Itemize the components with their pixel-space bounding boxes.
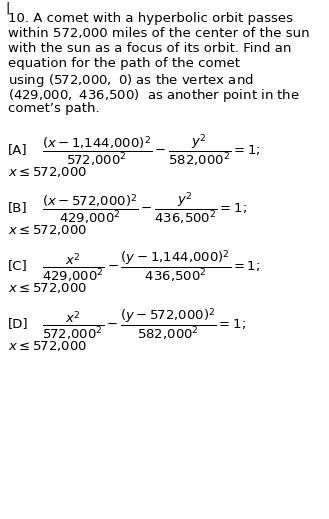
Text: $x \leq 572{,}000$: $x \leq 572{,}000$ [8,165,87,179]
Text: $\dfrac{(x-572{,}000)^2}{429{,}000^2} - \dfrac{y^2}{436{,}500^2} = 1$;: $\dfrac{(x-572{,}000)^2}{429{,}000^2} - … [42,190,247,226]
Text: $x \leq 572{,}000$: $x \leq 572{,}000$ [8,223,87,237]
Text: 10. A comet with a hyperbolic orbit passes: 10. A comet with a hyperbolic orbit pass… [8,12,293,25]
Text: [C]: [C] [8,260,28,272]
Text: comet’s path.: comet’s path. [8,102,100,115]
Text: [D]: [D] [8,318,29,331]
Text: equation for the path of the comet: equation for the path of the comet [8,57,240,70]
Text: $\dfrac{x^2}{429{,}000^2} - \dfrac{(y-1{,}144{,}000)^2}{436{,}500^2} = 1$;: $\dfrac{x^2}{429{,}000^2} - \dfrac{(y-1{… [42,248,260,284]
Text: [B]: [B] [8,201,28,214]
Text: with the sun as a focus of its orbit. Find an: with the sun as a focus of its orbit. Fi… [8,42,291,55]
Text: $\dfrac{x^2}{572{,}000^2} - \dfrac{(y-572{,}000)^2}{582{,}000^2} = 1$;: $\dfrac{x^2}{572{,}000^2} - \dfrac{(y-57… [42,306,246,342]
Text: $(429{,}000,\ 436{,}500)$  as another point in the: $(429{,}000,\ 436{,}500)$ as another poi… [8,87,300,104]
Text: [A]: [A] [8,143,28,157]
Text: $x \leq 572{,}000$: $x \leq 572{,}000$ [8,339,87,353]
Text: $x \leq 572{,}000$: $x \leq 572{,}000$ [8,281,87,295]
Text: within 572,000 miles of the center of the sun: within 572,000 miles of the center of th… [8,27,310,40]
Text: $\dfrac{(x-1{,}144{,}000)^2}{572{,}000^2} - \dfrac{y^2}{582{,}000^2} = 1$;: $\dfrac{(x-1{,}144{,}000)^2}{572{,}000^2… [42,132,261,168]
Text: using $(572{,}000,\ 0)$ as the vertex and: using $(572{,}000,\ 0)$ as the vertex an… [8,72,254,89]
Text: |: | [5,2,9,15]
